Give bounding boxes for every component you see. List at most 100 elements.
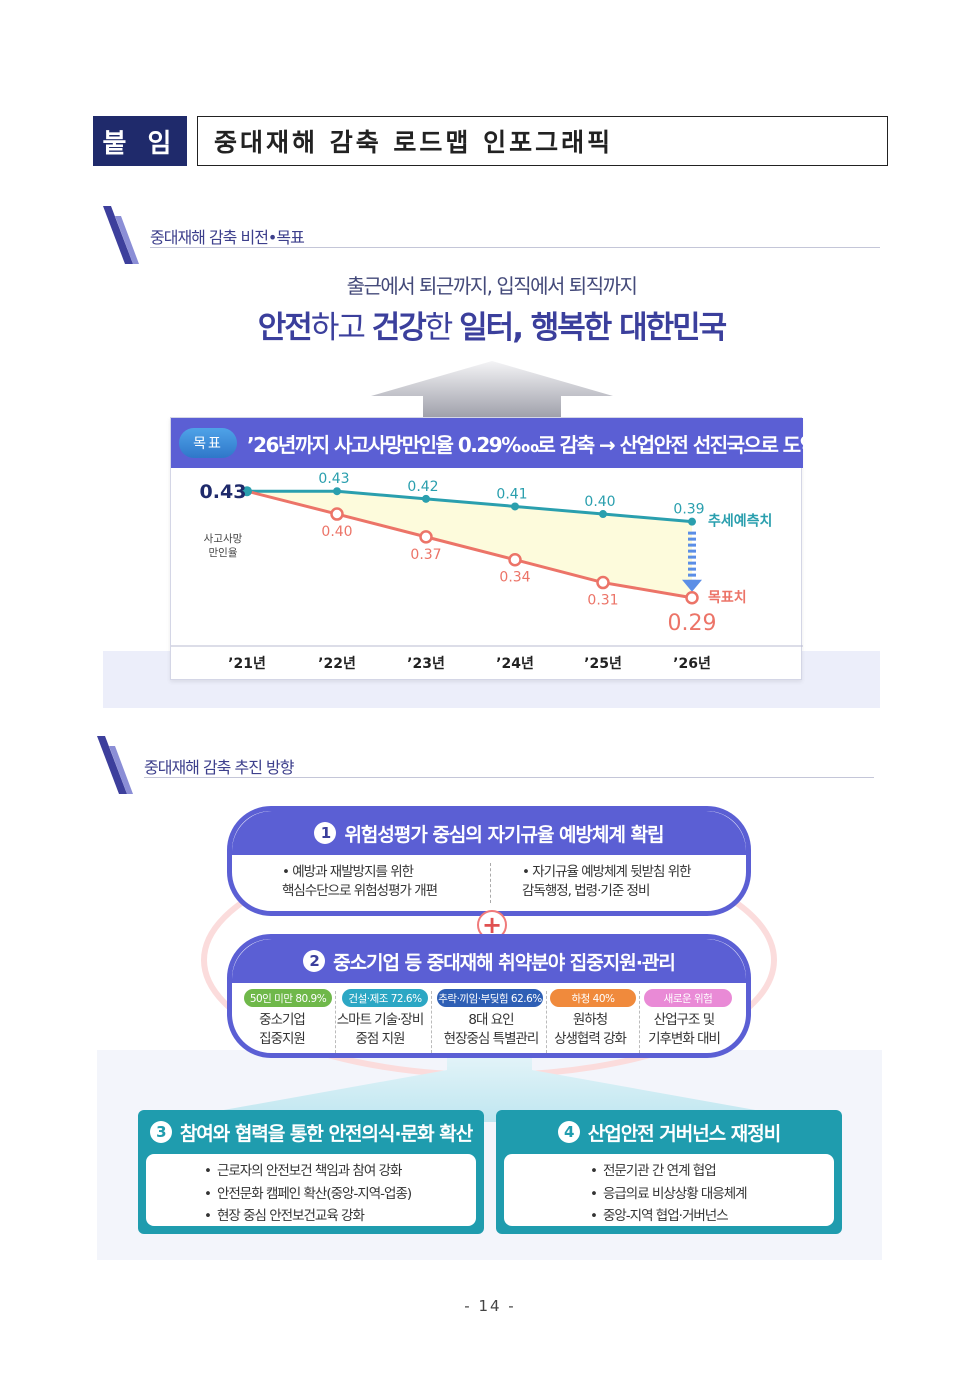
vision-statement: 안전하고 건강한 일터, 행복한 대한민국 [103, 302, 880, 347]
spread-arrow [157, 1050, 822, 1122]
focus-area-tag: 새로운 위험 [644, 989, 732, 1007]
target-point [330, 507, 344, 521]
section-title: 중대재해 감축 추진 방향 [144, 758, 294, 777]
gap-arrow-head [682, 579, 702, 592]
trend-value-label: 0.41 [496, 486, 527, 502]
column-divider [335, 991, 336, 1053]
target-final-label: 0.29 [668, 611, 717, 636]
strategy-2-header: 2 중소기업 등 중대재해 취약분야 집중지원·관리 [232, 939, 746, 983]
y-axis-label: 만인율 [209, 547, 238, 559]
focus-area-text: 산업구조 및 기후변화 대비 [648, 1012, 721, 1047]
strategy-1-point: • 예방과 재발방지를 위한 핵심수단으로 위험성평가 개편 [282, 864, 438, 899]
vision-statement-part: 한 [424, 310, 460, 346]
document-title: 중대재해 감축 로드맵 인포그래픽 [197, 116, 888, 166]
trend-legend-label: 추세예측치 [708, 514, 772, 530]
strategy-4-points: 전문기관 간 연계 협업 응급의료 비상상황 대응체계 중앙-지역 협업·거버넌… [504, 1154, 834, 1226]
number-badge: 3 [149, 1121, 172, 1143]
strategy-3-point: 안전문화 캠페인 확산(중앙-지역-업종) [204, 1183, 476, 1206]
target-value-label: 0.40 [321, 524, 352, 540]
target-value-label: 0.31 [587, 593, 618, 609]
target-point [508, 552, 522, 567]
number-badge: 4 [557, 1121, 580, 1143]
attachment-label: 붙 임 [93, 116, 187, 166]
column-divider [639, 991, 640, 1053]
strategy-1-point: • 자기규율 예방체계 뒷받침 위한 감독행정, 법령·기준 정비 [522, 864, 692, 899]
strategy-4-header: 4 산업안전 거버넌스 재정비 [496, 1110, 842, 1154]
slash-icon [103, 206, 139, 264]
section-header-vision: 중대재해 감축 비전•목표 [103, 204, 880, 264]
y-axis-label: 사고사망 [204, 533, 243, 545]
strategy-2-card: 2 중소기업 등 중대재해 취약분야 집중지원·관리 50인 미만 80.9% 중… [227, 934, 751, 1058]
focus-area-tag: 추락·끼임·부딪힘 62.6% [437, 989, 543, 1007]
x-tick-label: ’21년 [228, 656, 266, 672]
vision-statement-part: 하고 [310, 310, 372, 346]
trend-line [247, 489, 693, 524]
trend-point [242, 486, 252, 497]
focus-area-text: 스마트 기술·장비 중점 지원 [336, 1012, 425, 1047]
vision-subtitle: 출근에서 퇴근까지, 입직에서 퇴직까지 [346, 274, 638, 298]
section-header-direction: 중대재해 감축 추진 방향 [97, 734, 874, 794]
number-badge: 2 [303, 950, 326, 972]
strategy-4-title: 산업안전 거버넌스 재정비 [587, 1122, 782, 1145]
strategy-3-title: 참여와 협력을 통한 안전의식·문화 확산 [179, 1122, 473, 1145]
strategy-4-point: 응급의료 비상상황 대응체계 [590, 1183, 834, 1206]
strategy-3-point: 근로자의 안전보건 책임과 참여 강화 [204, 1160, 476, 1183]
target-value-label: 0.34 [499, 570, 530, 586]
target-point [596, 575, 610, 590]
section-divider [144, 777, 874, 778]
strategy-1-title: 위험성평가 중심의 자기규율 예방체계 확립 [344, 823, 664, 846]
x-tick-label: ’24년 [496, 656, 534, 672]
trend-point [688, 517, 696, 526]
x-tick-label: ’22년 [318, 656, 356, 672]
strategy-2-title: 중소기업 등 중대재해 취약분야 집중지원·관리 [333, 951, 676, 974]
trend-value-label: 0.42 [407, 479, 438, 495]
focus-area-text: 중소기업 집중지원 [259, 1012, 306, 1047]
target-legend-label: 목표치 [708, 590, 747, 606]
section-title: 중대재해 감축 비전•목표 [150, 228, 305, 247]
strategy-3-header: 3 참여와 협력을 통한 안전의식·문화 확산 [138, 1110, 484, 1154]
slash-icon [97, 736, 133, 794]
trend-point [422, 494, 430, 503]
trend-value-label: 0.43 [318, 471, 349, 487]
vision-panel: 중대재해 감축 비전•목표 출근에서 퇴근까지, 입직에서 퇴직까지 안전하고 … [103, 186, 880, 708]
trend-value-label: 0.39 [673, 502, 704, 518]
start-value-label: 0.43 [200, 481, 247, 503]
strategy-3-points: 근로자의 안전보건 책임과 참여 강화 안전문화 캠페인 확산(중앙-지역-업종… [146, 1154, 476, 1226]
target-point [419, 530, 433, 544]
goal-banner: 목표 ’26년까지 사고사망만인율 0.29‱로 감축 → 산업안전 선진국으로… [171, 418, 818, 468]
strategy-4-point: 중앙-지역 협업·거버넌스 [590, 1205, 834, 1228]
up-arrow-icon [371, 361, 613, 421]
direction-panel: 중대재해 감축 추진 방향 1 위험성평가 중심의 자기규율 예방체계 확립 •… [97, 720, 882, 1260]
target-value-label: 0.37 [410, 547, 441, 563]
gap-area [247, 491, 692, 598]
focus-area-tag: 50인 미만 80.9% [244, 989, 332, 1007]
trend-value-label: 0.40 [584, 494, 615, 510]
page-number: - 14 - [464, 1297, 516, 1315]
number-badge: 1 [314, 822, 337, 844]
section-divider [150, 247, 880, 248]
trend-point [599, 510, 607, 519]
strategy-1-card: 1 위험성평가 중심의 자기규율 예방체계 확립 • 예방과 재발방지를 위한 … [227, 806, 751, 916]
focus-area-text: 8대 요인 현장중심 특별관리 [443, 1012, 540, 1047]
goal-card: 목표 ’26년까지 사고사망만인율 0.29‱로 감축 → 산업안전 선진국으로… [170, 417, 818, 680]
strategy-3-card: 3 참여와 협력을 통한 안전의식·문화 확산 근로자의 안전보건 책임과 참여… [138, 1110, 484, 1234]
focus-area-tag: 건설·제조 72.6% [342, 989, 428, 1007]
strategy-4-point: 전문기관 간 연계 협업 [590, 1160, 834, 1183]
focus-area-tag: 하청 40% [550, 989, 636, 1007]
vision-statement-part: 안전 [257, 310, 313, 346]
x-tick-label: ’26년 [673, 656, 711, 672]
trend-point [333, 487, 341, 496]
x-tick-label: ’23년 [407, 656, 445, 672]
column-divider [490, 863, 491, 903]
fatality-rate-chart: 0.43 0.42 0.41 0.40 0.39 0.40 0.37 0.34 0.31 0.43… [171, 471, 803, 672]
strategy-3-point: 현장 중심 안전보건교육 강화 [204, 1205, 476, 1228]
strategy-4-card: 4 산업안전 거버넌스 재정비 전문기관 간 연계 협업 응급의료 비상상황 대… [496, 1110, 842, 1234]
focus-area-text: 원하청 상생협력 강화 [554, 1012, 627, 1047]
x-tick-label: ’25년 [584, 656, 622, 672]
column-divider [431, 991, 432, 1053]
vision-statement-part: 일터, 행복한 대한민국 [459, 310, 727, 346]
trend-point [511, 502, 519, 511]
vision-statement-part: 건강 [371, 310, 427, 346]
goal-badge: 목표 [179, 428, 237, 458]
target-line [246, 489, 693, 600]
